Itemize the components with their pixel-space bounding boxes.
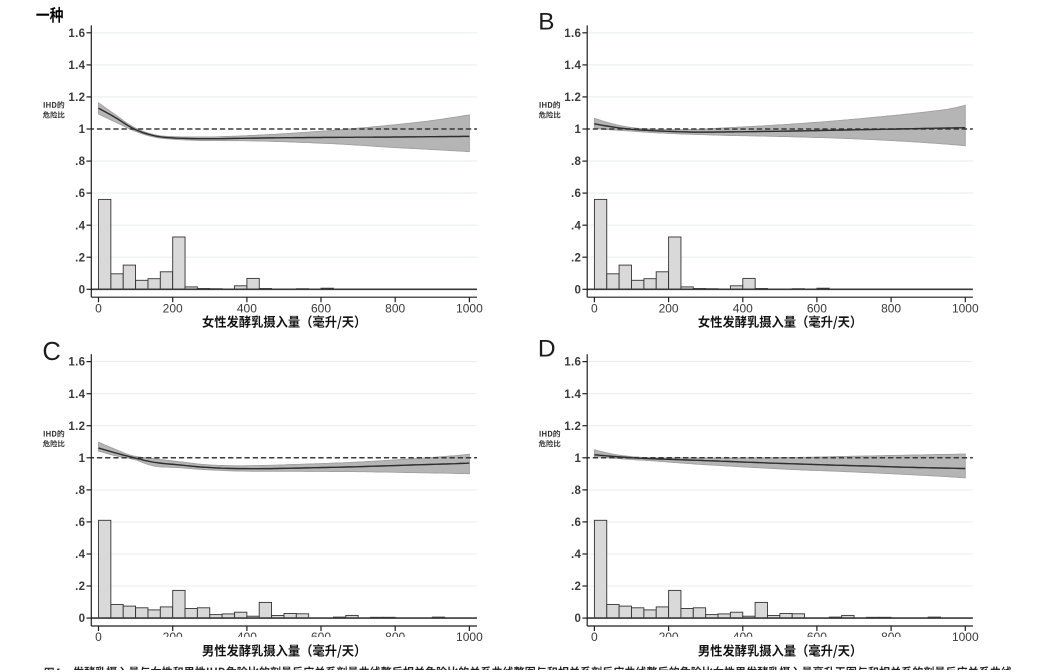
svg-text:1000: 1000 — [456, 630, 483, 644]
svg-text:1.2: 1.2 — [68, 421, 85, 433]
svg-text:600: 600 — [807, 301, 827, 315]
svg-text:200: 200 — [163, 301, 183, 315]
svg-text:0: 0 — [95, 301, 102, 315]
svg-text:400: 400 — [237, 301, 257, 315]
svg-text:0: 0 — [79, 284, 86, 296]
svg-text:1: 1 — [574, 124, 581, 136]
svg-text:1: 1 — [79, 124, 86, 136]
svg-text:1000: 1000 — [952, 301, 979, 315]
svg-text:.2: .2 — [75, 252, 85, 264]
svg-text:1.4: 1.4 — [68, 60, 85, 72]
svg-text:.6: .6 — [75, 517, 85, 529]
svg-text:.4: .4 — [75, 220, 85, 232]
svg-text:0: 0 — [95, 630, 102, 644]
svg-text:.4: .4 — [571, 549, 581, 561]
svg-text:.2: .2 — [571, 581, 581, 593]
svg-text:.8: .8 — [75, 485, 85, 497]
svg-text:1.4: 1.4 — [564, 60, 581, 72]
svg-text:.8: .8 — [571, 156, 581, 168]
svg-text:1: 1 — [574, 453, 581, 465]
svg-text:.8: .8 — [75, 156, 85, 168]
svg-text:D: D — [538, 335, 556, 362]
svg-text:400: 400 — [733, 301, 753, 315]
svg-text:800: 800 — [385, 301, 405, 315]
svg-text:B: B — [538, 9, 554, 36]
svg-text:1.6: 1.6 — [68, 28, 85, 40]
svg-text:1.2: 1.2 — [68, 92, 85, 104]
svg-text:1.4: 1.4 — [68, 389, 85, 401]
svg-text:0: 0 — [591, 630, 598, 644]
svg-text:C: C — [42, 338, 60, 366]
svg-text:1.2: 1.2 — [564, 92, 581, 104]
svg-text:800: 800 — [881, 301, 901, 315]
svg-text:.6: .6 — [571, 188, 581, 200]
svg-text:1.2: 1.2 — [564, 421, 581, 433]
svg-text:1000: 1000 — [456, 301, 483, 315]
svg-text:1.4: 1.4 — [564, 389, 581, 401]
svg-text:1.6: 1.6 — [564, 28, 581, 40]
svg-text:1.6: 1.6 — [68, 357, 85, 369]
svg-text:1.6: 1.6 — [564, 357, 581, 369]
svg-text:.4: .4 — [571, 220, 581, 232]
svg-text:0: 0 — [591, 301, 598, 315]
svg-text:0: 0 — [574, 284, 581, 296]
svg-text:200: 200 — [659, 301, 679, 315]
svg-text:600: 600 — [311, 301, 331, 315]
svg-text:.2: .2 — [75, 581, 85, 593]
svg-text:.8: .8 — [571, 485, 581, 497]
svg-text:.6: .6 — [571, 517, 581, 529]
svg-text:.2: .2 — [571, 252, 581, 264]
svg-text:.6: .6 — [75, 188, 85, 200]
svg-text:0: 0 — [79, 613, 86, 625]
svg-text:1000: 1000 — [952, 630, 979, 644]
svg-text:.4: .4 — [75, 549, 85, 561]
svg-text:1: 1 — [79, 453, 86, 465]
svg-text:0: 0 — [574, 613, 581, 625]
